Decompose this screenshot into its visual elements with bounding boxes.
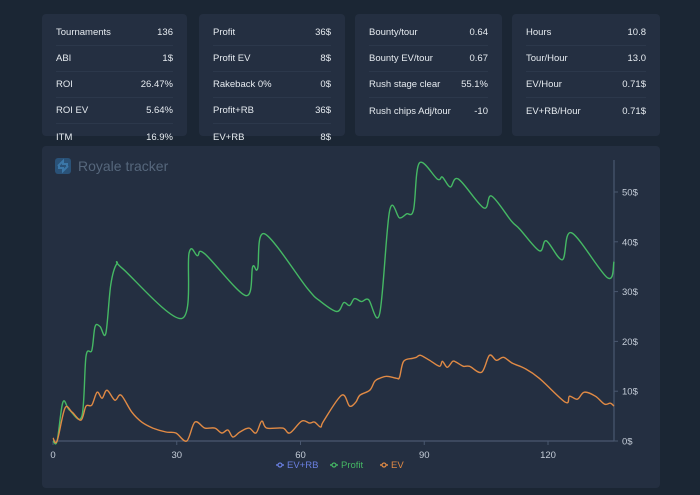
stat-label: ROI EV <box>56 105 89 116</box>
stat-row: Rakeback 0% 0$ <box>213 72 331 98</box>
y-tick-label: 0$ <box>622 437 633 448</box>
stat-label: ABI <box>56 53 72 64</box>
stat-label: Bounty EV/tour <box>369 53 433 64</box>
stat-row: Rush stage clear 55.1% <box>369 72 488 98</box>
stat-row: Profit EV 8$ <box>213 46 331 72</box>
legend-marker-icon <box>331 462 337 468</box>
chart-card: Royale tracker 0 30 60 90 120 0$ 10$ 20$ 30$ 40$ 5… <box>42 146 660 488</box>
legend-label: EV <box>391 460 404 471</box>
stat-value: 13.0 <box>627 53 647 64</box>
x-tick-label: 120 <box>540 450 556 461</box>
legend-item-ev[interactable]: EV <box>380 460 404 471</box>
x-tick-label: 0 <box>50 450 55 461</box>
stat-label: Profit+RB <box>213 105 254 116</box>
legend-label: Profit <box>341 460 364 471</box>
stat-value: 1$ <box>162 53 173 64</box>
legend-marker-icon <box>277 462 283 468</box>
stat-row: EV+RB 8$ <box>213 124 331 150</box>
y-tick-label: 40$ <box>622 237 639 248</box>
stat-value: 0.71$ <box>622 79 646 90</box>
stat-label: Bounty/tour <box>369 27 418 38</box>
stat-row: ROI 26.47% <box>56 72 173 98</box>
legend-item-ev-rb[interactable]: EV+RB <box>276 460 318 471</box>
stat-label: Hours <box>526 27 552 38</box>
stat-value: 10.8 <box>627 27 647 38</box>
stat-row: ITM 16.9% <box>56 124 173 150</box>
x-tick-label: 90 <box>419 450 430 461</box>
stat-row: Profit+RB 36$ <box>213 98 331 124</box>
stat-value: -10 <box>474 105 488 117</box>
stat-label: Profit <box>213 27 236 38</box>
y-tick-label: 50$ <box>622 188 639 199</box>
x-tick-label: 60 <box>295 450 306 461</box>
stat-value: 36$ <box>315 105 331 116</box>
stat-row: Profit 36$ <box>213 20 331 46</box>
stat-label: ITM <box>56 131 73 143</box>
y-tick-label: 10$ <box>622 387 639 398</box>
stat-row: Rush chips Adj/tour -10 <box>369 98 488 124</box>
royale-logo-icon <box>55 158 71 174</box>
stat-label: Rakeback 0% <box>213 79 272 90</box>
x-tick-label: 30 <box>171 450 182 461</box>
stat-row: Bounty/tour 0.64 <box>369 20 488 46</box>
stat-value: 0.71$ <box>622 105 646 117</box>
stat-label: Profit EV <box>213 53 251 64</box>
stat-value: 8$ <box>320 53 331 64</box>
stat-row: ROI EV 5.64% <box>56 98 173 124</box>
stat-row: Bounty EV/tour 0.67 <box>369 46 488 72</box>
series-line-ev <box>52 354 615 444</box>
profit-chart[interactable]: 0 30 60 90 120 0$ 10$ 20$ 30$ 40$ 50$ EV+RB Profit EV <box>42 146 660 488</box>
legend-item-profit[interactable]: Profit <box>330 460 364 471</box>
brand: Royale tracker <box>54 157 168 175</box>
stat-value: 36$ <box>315 27 331 38</box>
stat-value: 0$ <box>320 79 331 90</box>
stat-value: 8$ <box>320 131 331 143</box>
stat-value: 0.64 <box>469 27 489 38</box>
stats-card-bounty: Bounty/tour 0.64 Bounty EV/tour 0.67 Rush st… <box>355 14 502 136</box>
stat-label: Tournaments <box>56 27 111 38</box>
y-tick-label: 30$ <box>622 287 639 298</box>
stat-row: EV/Hour 0.71$ <box>526 72 646 98</box>
stats-card-hours: Hours 10.8 Tour/Hour 13.0 EV/Hour 0.71$ EV+RB/… <box>512 14 660 136</box>
stat-value: 0.67 <box>469 53 489 64</box>
stat-label: EV+RB <box>213 131 245 143</box>
series-line-profit <box>52 161 615 445</box>
stat-row: Hours 10.8 <box>526 20 646 46</box>
y-tick-label: 20$ <box>622 337 639 348</box>
brand-title: Royale tracker <box>78 158 169 174</box>
stat-row: Tour/Hour 13.0 <box>526 46 646 72</box>
legend-label: EV+RB <box>287 460 318 471</box>
stat-label: EV+RB/Hour <box>526 105 581 117</box>
stat-value: 55.1% <box>461 79 488 90</box>
stat-value: 5.64% <box>146 105 173 116</box>
stat-label: ROI <box>56 79 73 90</box>
stats-card-general: Tournaments 136 ABI 1$ ROI 26.47% ROI EV 5.64% I… <box>42 14 187 143</box>
stat-value: 26.47% <box>140 79 173 90</box>
stat-label: Rush stage clear <box>369 79 441 90</box>
stats-card-profit: Profit 36$ Profit EV 8$ Rakeback 0% 0$ Profit+… <box>199 14 345 143</box>
stat-label: EV/Hour <box>526 79 562 90</box>
stat-label: Tour/Hour <box>526 53 568 64</box>
stat-label: Rush chips Adj/tour <box>369 105 451 117</box>
stat-row: ABI 1$ <box>56 46 173 72</box>
legend-marker-icon <box>381 462 387 468</box>
stat-row: Tournaments 136 <box>56 20 173 46</box>
stat-value: 16.9% <box>146 131 173 143</box>
stat-row: EV+RB/Hour 0.71$ <box>526 98 646 124</box>
stat-value: 136 <box>157 27 173 38</box>
